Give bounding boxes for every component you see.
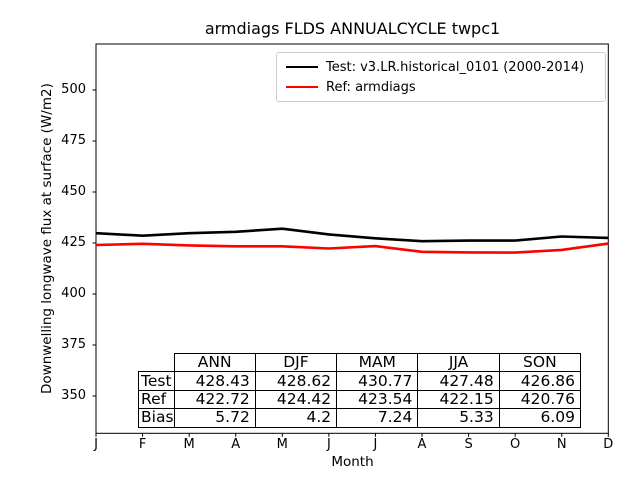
legend-entry-test: Test: v3.LR.historical_0101 (2000-2014)	[286, 57, 597, 77]
table-cell: 427.48	[417, 371, 500, 391]
table-cell: 428.62	[254, 371, 338, 391]
table-cell: 5.33	[417, 408, 500, 428]
table-cell: 420.76	[498, 389, 582, 410]
x-tick-label: F	[138, 437, 147, 452]
table-row: Ref 422.72 424.42 423.54 422.15 420.76	[138, 389, 582, 410]
table-cell: 426.86	[498, 371, 582, 391]
x-tick-label: J	[326, 437, 331, 452]
legend-entry-ref: Ref: armdiags	[286, 77, 597, 97]
x-tick-label: J	[94, 437, 98, 452]
table-cell: 424.42	[254, 389, 338, 410]
x-tick-label: D	[603, 437, 614, 452]
x-tick-label: O	[510, 437, 521, 452]
test-series-line	[95, 227, 609, 243]
table-cell: 4.2	[254, 408, 338, 428]
table-cell: 6.09	[498, 408, 582, 428]
x-tick-label: A	[231, 437, 241, 452]
table-cell: 5.72	[173, 408, 256, 428]
x-axis-label: Month	[331, 454, 374, 470]
x-tick-label: A	[417, 437, 427, 452]
y-tick-label: 475	[61, 133, 86, 148]
legend: Test: v3.LR.historical_0101 (2000-2014) …	[276, 52, 606, 102]
test-line-swatch	[286, 65, 318, 69]
legend-label-test: Test: v3.LR.historical_0101 (2000-2014)	[326, 59, 585, 75]
table-ghost-cell	[139, 354, 175, 372]
table-cell: 423.54	[336, 389, 419, 410]
x-tick-label: M	[276, 437, 288, 452]
y-tick-label: 450	[61, 184, 86, 199]
table-cell: 430.77	[336, 371, 419, 391]
ref-line-swatch	[286, 85, 318, 89]
axes-frame	[95, 43, 609, 434]
stats-table: ANN DJF MAM JJA SON Test 428.43 428.62 430.77 427…	[138, 352, 582, 428]
x-tick-label: J	[373, 437, 378, 452]
legend-label-ref: Ref: armdiags	[326, 79, 416, 95]
table-column-header: ANN	[173, 352, 256, 373]
table-header-row: ANN DJF MAM JJA SON	[139, 352, 582, 373]
y-tick-label: 500	[61, 82, 86, 97]
y-tick-label: 350	[61, 388, 86, 403]
table-cell: 428.43	[173, 371, 256, 391]
chart-title: armdiags FLDS ANNUALCYCLE twpc1	[204, 19, 501, 38]
table-row-label: Test	[138, 371, 175, 391]
table-column-header: DJF	[254, 352, 338, 373]
y-tick-label: 425	[61, 235, 86, 250]
table-cell: 422.72	[173, 389, 256, 410]
table-column-header: JJA	[417, 352, 500, 373]
table-row: Bias 5.72 4.2 7.24 5.33 6.09	[138, 408, 582, 428]
table-cell: 422.15	[417, 389, 500, 410]
ref-series-line	[95, 242, 609, 254]
table-cell: 7.24	[336, 408, 419, 428]
table-column-header: MAM	[336, 352, 419, 373]
y-tick-label: 400	[61, 286, 86, 301]
x-tick-label: M	[183, 437, 195, 452]
x-tick-label: S	[464, 437, 473, 452]
table-row-label: Bias	[138, 408, 175, 428]
table-row-label: Ref	[138, 389, 175, 410]
y-tick-label: 375	[61, 337, 86, 352]
table-row: Test 428.43 428.62 430.77 427.48 426.86	[138, 371, 582, 391]
table-column-header: SON	[498, 352, 582, 373]
x-tick-label: N	[556, 437, 567, 452]
